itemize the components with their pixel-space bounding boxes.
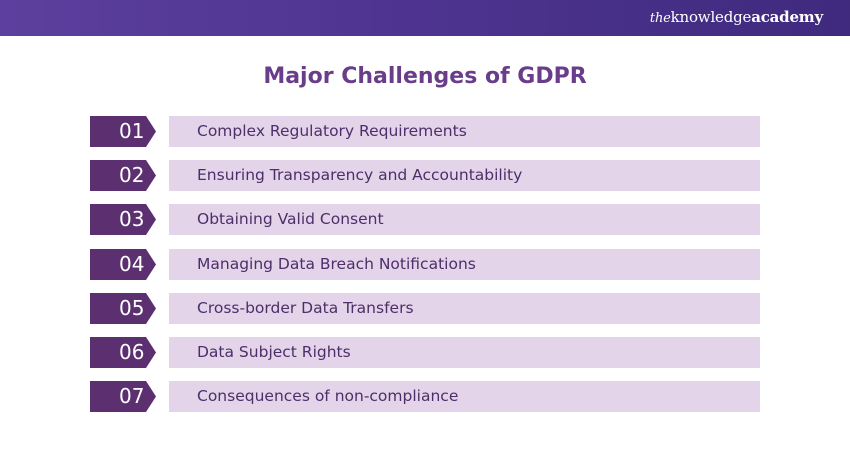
challenge-label-box: Managing Data Breach Notifications	[169, 249, 760, 280]
challenge-number-badge: 01	[90, 116, 156, 147]
challenge-label-box: Ensuring Transparency and Accountability	[169, 160, 760, 191]
challenge-number-badge: 03	[90, 204, 156, 235]
challenge-label: Obtaining Valid Consent	[197, 210, 384, 228]
logo-academy: academy	[751, 8, 823, 26]
challenge-number-badge: 07	[90, 381, 156, 412]
logo-knowledge: knowledge	[670, 8, 752, 26]
knowledge-academy-logo: theknowledgeacademy	[650, 7, 823, 29]
challenge-number: 03	[119, 207, 145, 231]
challenge-item-07: Consequences of non-compliance 07	[90, 381, 760, 412]
challenge-item-01: Complex Regulatory Requirements 01	[90, 116, 760, 147]
challenge-number: 02	[119, 163, 145, 187]
challenge-number: 01	[119, 119, 145, 143]
challenge-number-badge: 05	[90, 293, 156, 324]
logo-the: the	[649, 11, 671, 26]
challenge-label: Consequences of non-compliance	[197, 387, 459, 405]
challenge-label-box: Data Subject Rights	[169, 337, 760, 368]
challenge-number-badge: 06	[90, 337, 156, 368]
challenge-number-badge: 04	[90, 249, 156, 280]
brand-header-bar: theknowledgeacademy	[0, 0, 850, 36]
challenge-label: Ensuring Transparency and Accountability	[197, 166, 523, 184]
challenge-number: 04	[119, 252, 145, 276]
challenge-number: 06	[119, 340, 145, 364]
page-title: Major Challenges of GDPR	[263, 64, 587, 89]
challenge-item-06: Data Subject Rights 06	[90, 337, 760, 368]
challenge-label-box: Obtaining Valid Consent	[169, 204, 760, 235]
challenge-label: Data Subject Rights	[197, 343, 351, 361]
challenge-label: Managing Data Breach Notifications	[197, 255, 476, 273]
challenge-item-05: Cross-border Data Transfers 05	[90, 293, 760, 324]
challenge-item-03: Obtaining Valid Consent 03	[90, 204, 760, 235]
challenge-number-badge: 02	[90, 160, 156, 191]
challenge-label-box: Cross-border Data Transfers	[169, 293, 760, 324]
challenge-number: 07	[119, 384, 145, 408]
challenge-label: Complex Regulatory Requirements	[197, 122, 467, 140]
challenge-label: Cross-border Data Transfers	[197, 299, 414, 317]
challenge-number: 05	[119, 296, 145, 320]
challenge-label-box: Consequences of non-compliance	[169, 381, 760, 412]
challenge-label-box: Complex Regulatory Requirements	[169, 116, 760, 147]
challenge-item-02: Ensuring Transparency and Accountability…	[90, 160, 760, 191]
challenge-item-04: Managing Data Breach Notifications 04	[90, 249, 760, 280]
